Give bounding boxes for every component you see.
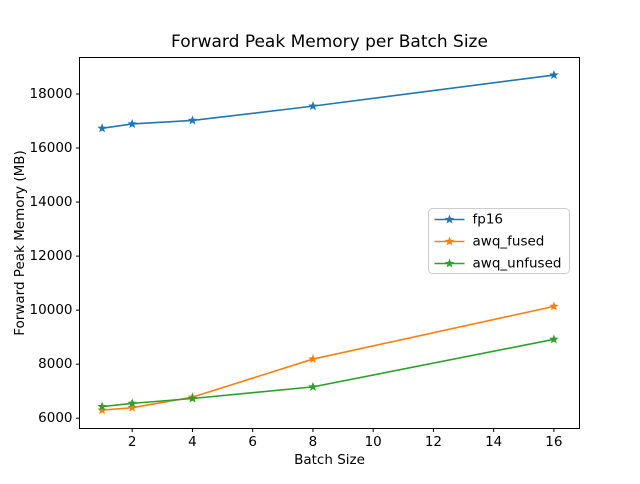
x-tick-label: 12 [425,434,442,450]
data-point-awq_unfused [308,381,318,391]
x-tick-label: 4 [188,434,197,450]
legend-label-awq_fused: awq_fused [473,234,545,250]
data-point-awq_fused [308,354,318,364]
x-tick-label: 14 [485,434,502,450]
data-point-fp16 [97,123,107,133]
data-point-awq_fused [127,402,137,412]
legend-marker-awq_unfused [444,258,455,268]
legend-marker-fp16 [444,214,455,224]
y-tick-label: 6000 [38,410,72,426]
y-axis-label: Forward Peak Memory (MB) [12,150,28,336]
y-tick-label: 18000 [30,86,73,102]
y-tick-label: 14000 [30,194,73,210]
data-point-awq_fused [549,301,559,311]
legend-label-fp16: fp16 [473,212,504,228]
data-point-fp16 [308,101,318,111]
data-point-fp16 [187,115,198,125]
x-axis-ticks: 2 4 6 8 10 12 14 16 [128,428,562,450]
data-point-awq_unfused [97,401,107,411]
legend-box [428,208,570,274]
x-tick-label: 16 [545,434,562,450]
x-tick-label: 6 [248,434,257,450]
x-tick-label: 8 [309,434,318,450]
series-group [97,70,559,415]
data-point-awq_unfused [127,398,137,408]
y-tick-label: 12000 [30,248,73,264]
y-tick-label: 16000 [30,140,73,156]
x-tick-label: 2 [128,434,137,450]
data-point-awq_fused [97,405,107,415]
y-axis-ticks: 6000 8000 10000 12000 14000 16000 18000 [30,86,80,426]
legend-marker-awq_fused [444,236,455,246]
chart-title: Forward Peak Memory per Batch Size [171,32,488,52]
x-tick-label: 10 [365,434,382,450]
legend: fp16 awq_fused awq_unfused [428,208,570,274]
data-point-awq_unfused [187,393,198,403]
data-point-fp16 [127,118,137,129]
legend-label-awq_unfused: awq_unfused [473,256,562,272]
data-point-fp16 [549,70,559,80]
x-axis-label: Batch Size [294,452,365,468]
y-tick-label: 8000 [38,356,72,372]
data-point-awq_unfused [549,334,559,344]
y-tick-label: 10000 [30,302,73,318]
